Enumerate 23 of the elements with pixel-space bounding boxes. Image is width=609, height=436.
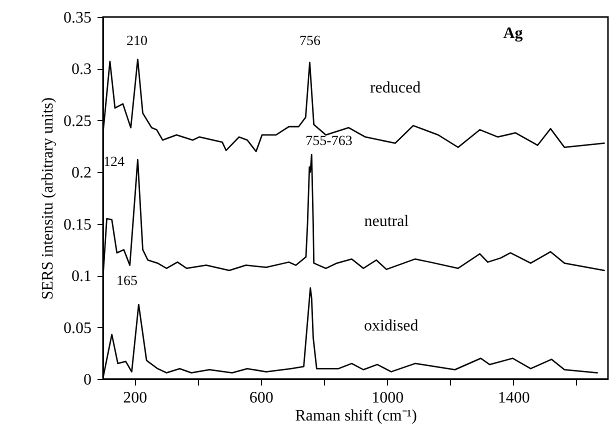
annotation: 756	[300, 34, 320, 49]
x-tick-label: 600	[249, 390, 274, 406]
y-tick-label: 0.3	[72, 61, 92, 78]
series-label: oxidised	[364, 317, 418, 334]
annotation: 124	[104, 155, 124, 170]
series-label: reduced	[370, 80, 421, 97]
x-tick-label: 200	[123, 390, 148, 406]
y-tick-label: 0.1	[72, 268, 92, 286]
x-tick-label: 1000	[372, 390, 404, 406]
x-axis-title: Raman shift (cm⁻¹)	[295, 408, 417, 424]
y-tick-label: 0.35	[64, 10, 92, 26]
annotation: 210	[126, 34, 148, 49]
y-tick-label: 0.15	[64, 216, 92, 234]
y-tick-label: 0	[84, 372, 92, 388]
series-label: neutral	[364, 213, 410, 230]
y-tick-label: 0.2	[72, 164, 92, 182]
y-tick-label: 0.25	[64, 112, 92, 130]
x-tick-label: 1400	[498, 390, 530, 406]
annotation: Ag	[503, 25, 523, 42]
y-axis-title: SERS intensitu (arbitrary units)	[40, 97, 56, 300]
annotation: 165	[116, 274, 138, 289]
annotation: 755-763	[306, 134, 352, 149]
y-tick-label: 0.05	[64, 320, 92, 337]
